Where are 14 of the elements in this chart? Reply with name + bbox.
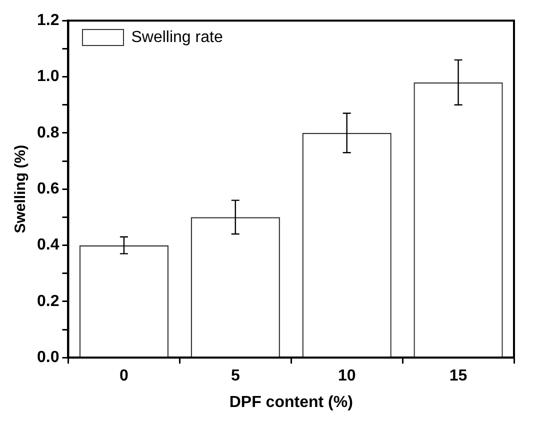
y-tick-label: 1.0: [36, 68, 60, 86]
y-tick-label: 0.8: [36, 124, 60, 142]
y-tick-label: 0.0: [36, 349, 60, 366]
x-tick-label: 10: [338, 368, 356, 385]
y-tick-label: 0.2: [36, 292, 60, 310]
y-tick-label: 0.6: [36, 180, 60, 198]
x-axis-title: DPF content (%): [229, 394, 353, 411]
x-tick-label: 5: [230, 368, 240, 385]
x-tick-label: 15: [449, 368, 468, 385]
x-tick-label: 0: [120, 368, 129, 385]
text: Swelling rate: [131, 28, 223, 47]
y-axis-title: Swelling (%): [12, 144, 30, 234]
y-tick-label: 0.4: [36, 236, 60, 254]
y-tick-label: 1.2: [36, 12, 60, 30]
